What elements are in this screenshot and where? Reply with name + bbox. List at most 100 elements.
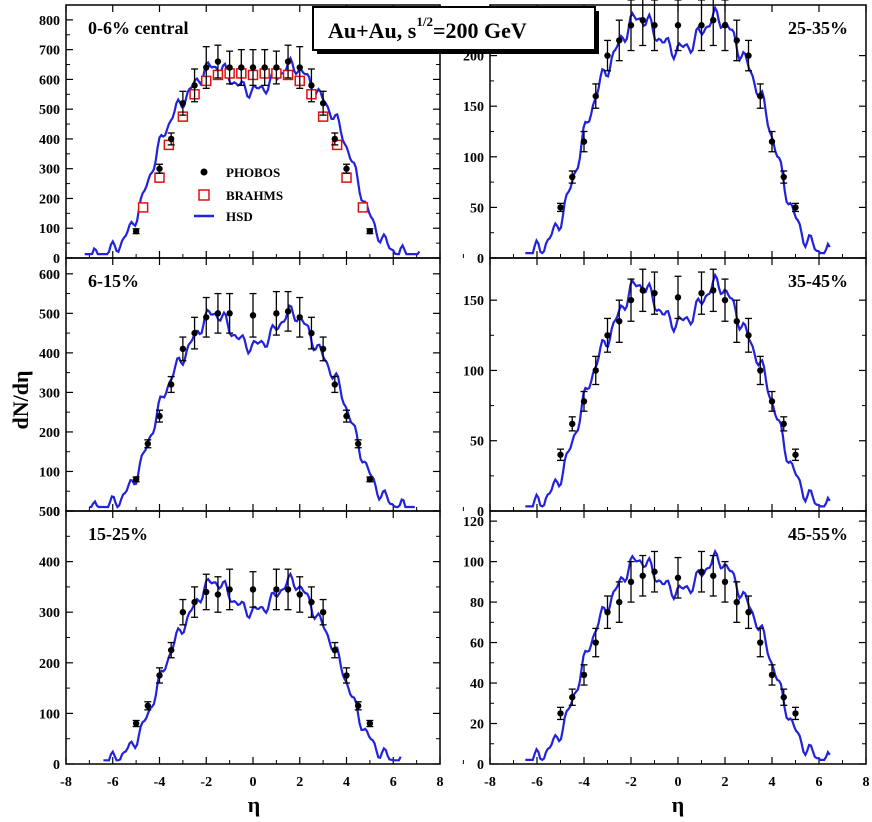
legend-brahms-marker [198,189,210,201]
phobos-point [366,719,374,728]
phobos-point [792,706,799,721]
x-tick-label: 0 [250,775,257,790]
y-tick-label: 500 [39,103,60,118]
y-tick-label: 0 [477,505,484,520]
phobos-point [604,317,611,353]
phobos-point [214,292,222,334]
y-tick-label: 100 [463,556,484,571]
y-tick-label: 100 [39,222,60,237]
panel-left-1: 0 100 200 300 400 500 600 700 800 0-6% central [39,4,464,267]
phobos-point [557,448,564,462]
brahms-point [357,202,369,213]
brahms-point [341,172,352,183]
phobos-point [296,46,304,89]
y-tick-label: 0 [53,252,60,267]
y-tick-label: 800 [39,14,60,29]
y-tick-label: 20 [470,718,484,733]
y-tick-label: 0 [53,505,60,520]
brahms-point [137,202,149,213]
phobos-point [156,163,163,174]
panel-frame [65,510,441,765]
panel-right-2: 0 50 100 150 35-45% [463,257,867,520]
y-tick-label: 500 [39,505,60,520]
legend-phobos-label: PHOBOS [226,165,280,180]
phobos-point [144,701,152,711]
phobos-point [592,627,600,658]
phobos-point [354,439,362,449]
title-sup: 1/2 [416,14,433,29]
y-tick-label: 60 [470,637,484,652]
y-tick-label: 200 [39,426,60,441]
phobos-point [733,299,741,343]
y-tick-label: 400 [39,133,60,148]
y-tick-label: 100 [463,364,484,379]
phobos-point [780,688,788,706]
phobos-point [307,316,315,350]
phobos-point [698,271,705,315]
phobos-point [202,573,210,611]
x-tick-label: -8 [60,775,72,790]
phobos-point [674,0,682,52]
phobos-point [272,568,280,611]
hsd-curve [89,304,415,509]
phobos-point [191,586,199,618]
phobos-point [132,228,140,235]
y-tick-label: 700 [39,44,60,59]
phobos-point [214,44,222,79]
phobos-point [639,268,647,313]
phobos-point [756,83,764,109]
phobos-point [615,581,623,623]
phobos-point [144,439,152,449]
phobos-point [721,278,729,322]
phobos-point [698,0,705,52]
phobos-point [627,0,635,52]
phobos-point [202,46,210,89]
y-tick-label: 120 [463,515,484,530]
phobos-point [331,641,339,659]
phobos-point [651,550,658,593]
phobos-point [580,664,588,686]
phobos-point [214,576,222,613]
panel-left-3: 0 100 200 300 400 500 -8 -6 -4 -2 0 2 4 6 8 15-25% [39,505,464,790]
x-tick-label: -6 [107,775,119,790]
phobos-point [331,132,339,146]
phobos-point [615,299,623,343]
y-tick-label: 0 [477,252,484,267]
phobos-point [343,667,350,684]
phobos-point [568,416,576,432]
phobos-point [768,130,776,153]
phobos-point [557,706,564,721]
panel-label: 15-25% [88,524,148,544]
phobos-point [156,667,163,684]
y-tick-label: 500 [39,307,60,322]
phobos-point [296,296,304,338]
phobos-point [296,576,304,613]
y-tick-label: 100 [39,465,60,480]
panel-label: 35-45% [788,271,848,291]
phobos-point [132,719,140,728]
y-axis-title: dN/dη [8,371,33,430]
panel-left-2: 0 100 200 300 400 500 600 6-15% [39,257,464,520]
phobos-point [249,571,257,608]
hsd-curve [84,55,421,256]
y-tick-label: 400 [39,347,60,362]
phobos-point [191,316,199,350]
panel-label: 0-6% central [88,18,188,38]
phobos-point [237,48,245,87]
phobos-point [768,390,776,412]
phobos-point [756,355,764,386]
phobos-point [721,560,729,603]
phobos-point [733,19,741,62]
phobos-point [568,170,576,184]
figure-title: Au+Au, s1/2=200 GeV [328,14,527,43]
phobos-point [580,130,588,153]
phobos-point [768,664,776,686]
y-tick-label: 150 [463,294,484,309]
phobos-point [319,336,327,362]
panel-right-3: 0 20 40 60 80 100 120 -8 -6 -4 -2 0 2 4 6 8 45-55% [463,510,870,790]
phobos-point [651,271,658,315]
title-box: Au+Au, s1/2=200 GeV [312,6,599,54]
phobos-point [226,568,234,611]
phobos-point [698,550,705,593]
y-tick-label: 300 [39,606,60,621]
